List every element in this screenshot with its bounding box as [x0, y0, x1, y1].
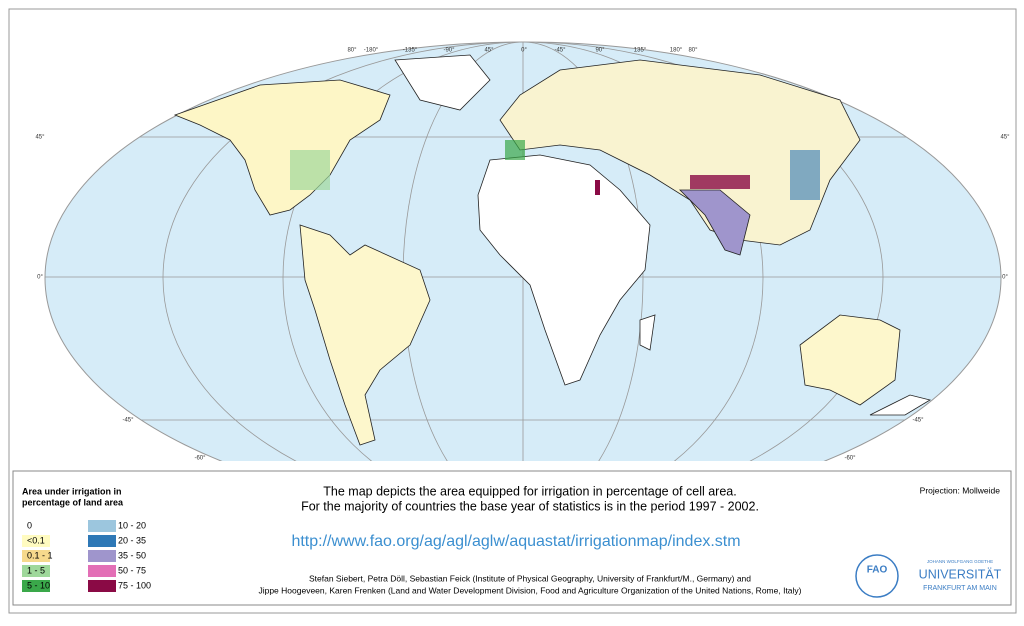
legend-swatch: [88, 520, 116, 532]
graticule-label: 0°: [521, 48, 527, 54]
graticule-label: -135°: [403, 48, 418, 54]
fao-logo-text: FAO: [867, 565, 888, 576]
graticule-label: 80°: [688, 48, 698, 54]
legend-label: 5 - 10: [27, 580, 50, 590]
graticule-label: 0°: [1002, 275, 1008, 281]
legend-label: 1 - 5: [27, 565, 45, 575]
graticule-label: 45°: [35, 135, 45, 141]
legend-panel: [12, 470, 1012, 606]
graticule-label: -45°: [912, 418, 924, 424]
legend-swatch: [22, 580, 50, 592]
graticule-label: 180°: [670, 48, 683, 54]
legend-swatch: [22, 520, 50, 532]
graticule-label: 135°: [634, 48, 647, 54]
legend-swatch: [22, 550, 50, 562]
university-logo-text: JOHANN WOLFGANG GOETHE: [927, 559, 993, 564]
legend-swatch: [88, 580, 116, 592]
legend-label: 50 - 75: [118, 565, 146, 575]
graticule-label: -45°: [554, 48, 566, 54]
legend-title: percentage of land area: [22, 497, 124, 507]
continents: [173, 54, 932, 446]
legend-label: <0.1: [27, 535, 45, 545]
legend-label: 75 - 100: [118, 580, 151, 590]
graticule-label: 90°: [595, 48, 605, 54]
legend-swatch: [88, 535, 116, 547]
map: [44, 41, 1002, 461]
credits: Stefan Siebert, Petra Döll, Sebastian Fe…: [309, 573, 751, 583]
legend-label: 10 - 20: [118, 520, 146, 530]
legend-label: 20 - 35: [118, 535, 146, 545]
legend-title: Area under irrigation in: [22, 486, 122, 496]
irrigation-patches: [290, 140, 820, 200]
legend-swatch: [88, 550, 116, 562]
legend-label: 0: [27, 520, 32, 530]
graticule-label: 0°: [37, 275, 43, 281]
graticule-label: -60°: [194, 456, 206, 462]
legend-swatch: [22, 535, 50, 547]
graticule-label: 45°: [1000, 135, 1010, 141]
graticule-label: 80°: [347, 48, 357, 54]
legend: 0 <0.1 0.1 - 1 1 - 5 5 - 10 10 - 20 20 - 35 35 …: [22, 520, 151, 592]
description: For the majority of countries the base y…: [301, 499, 759, 513]
university-logo-text: UNIVERSITÄT: [919, 567, 1002, 581]
legend-swatch: [88, 565, 116, 577]
graticule-labels: 80° -180° -135° -90° 45° 0° -45° 90° 135° 180° 80°…: [35, 48, 1010, 462]
credits: Jippe Hoogeveen, Karen Frenken (Land and…: [258, 585, 801, 595]
projection: Projection: Mollweide: [920, 485, 1001, 495]
legend-swatch: [22, 565, 50, 577]
graticule-label: -180°: [364, 48, 379, 54]
url-link[interactable]: http://www.fao.org/ag/agl/aglw/aquastat/…: [291, 533, 740, 550]
legend-label: 0.1 - 1: [27, 550, 53, 560]
description: The map depicts the area equipped for ir…: [323, 484, 736, 498]
legend-label: 35 - 50: [118, 550, 146, 560]
graticule-label: -90°: [443, 48, 455, 54]
graticule-label: -45°: [122, 418, 134, 424]
graticule-label: -60°: [844, 456, 856, 462]
university-logo-text: FRANKFURT AM MAIN: [923, 585, 997, 592]
fao-logo: [855, 554, 899, 598]
graticule-label: 45°: [484, 48, 494, 54]
